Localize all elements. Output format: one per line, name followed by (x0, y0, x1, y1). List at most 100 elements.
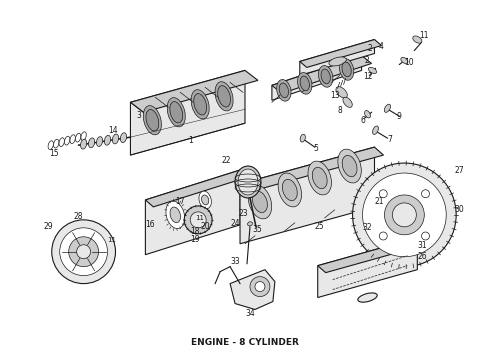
Circle shape (250, 276, 270, 297)
Ellipse shape (413, 36, 422, 43)
Text: 12: 12 (363, 72, 372, 81)
Text: 24: 24 (230, 219, 240, 228)
Circle shape (52, 220, 116, 284)
Ellipse shape (199, 191, 211, 209)
Ellipse shape (300, 134, 305, 142)
Text: 18: 18 (191, 227, 200, 236)
Ellipse shape (59, 138, 64, 147)
Ellipse shape (238, 169, 258, 195)
Text: 34: 34 (245, 309, 255, 318)
Ellipse shape (80, 139, 87, 149)
Ellipse shape (121, 133, 126, 143)
Ellipse shape (201, 195, 209, 205)
Text: 19: 19 (191, 235, 200, 244)
Ellipse shape (70, 135, 75, 144)
Text: 4: 4 (379, 42, 384, 51)
Text: 9: 9 (397, 112, 402, 121)
Ellipse shape (297, 73, 312, 94)
Ellipse shape (343, 97, 352, 107)
Ellipse shape (279, 83, 289, 98)
Circle shape (76, 245, 91, 259)
Polygon shape (300, 40, 382, 67)
Text: 26: 26 (417, 252, 427, 261)
Ellipse shape (170, 207, 180, 223)
Ellipse shape (235, 166, 261, 198)
Ellipse shape (329, 57, 346, 66)
Polygon shape (240, 147, 374, 244)
Circle shape (363, 173, 446, 257)
Ellipse shape (365, 111, 370, 118)
Ellipse shape (194, 94, 207, 115)
Circle shape (353, 163, 456, 267)
Ellipse shape (89, 138, 95, 148)
Polygon shape (230, 270, 275, 310)
Ellipse shape (282, 179, 297, 201)
Ellipse shape (252, 191, 268, 212)
Ellipse shape (191, 90, 209, 119)
Circle shape (190, 212, 206, 228)
Text: 1: 1 (188, 136, 193, 145)
Text: 3: 3 (136, 111, 141, 120)
Text: 2: 2 (364, 56, 369, 65)
Ellipse shape (248, 185, 271, 219)
Ellipse shape (368, 67, 377, 73)
Circle shape (184, 206, 212, 234)
Ellipse shape (75, 133, 81, 142)
Ellipse shape (384, 104, 391, 112)
Circle shape (379, 232, 387, 240)
Text: 13: 13 (330, 91, 340, 100)
Ellipse shape (277, 80, 291, 101)
Circle shape (385, 195, 424, 235)
Text: 10: 10 (405, 58, 414, 67)
Text: 27: 27 (454, 166, 464, 175)
Text: 25: 25 (315, 222, 324, 231)
Ellipse shape (336, 87, 347, 98)
Polygon shape (146, 170, 248, 207)
Circle shape (421, 190, 430, 198)
Ellipse shape (215, 82, 233, 111)
Text: 2: 2 (367, 44, 372, 53)
Ellipse shape (104, 135, 111, 145)
Circle shape (392, 203, 416, 227)
Ellipse shape (97, 137, 103, 147)
Text: 23: 23 (238, 210, 248, 219)
Ellipse shape (338, 149, 361, 183)
Ellipse shape (218, 86, 230, 107)
Ellipse shape (170, 102, 183, 123)
Ellipse shape (308, 161, 331, 195)
Text: 20: 20 (200, 222, 210, 231)
Text: 31: 31 (417, 241, 427, 250)
Text: 15: 15 (49, 149, 58, 158)
Polygon shape (318, 238, 417, 298)
Text: 17: 17 (175, 197, 185, 206)
Text: 7: 7 (387, 135, 392, 144)
Text: 11: 11 (196, 215, 205, 221)
Text: 16: 16 (146, 220, 155, 229)
Ellipse shape (65, 136, 70, 145)
Ellipse shape (247, 222, 252, 226)
Text: ENGINE - 8 CYLINDER: ENGINE - 8 CYLINDER (191, 338, 299, 347)
Ellipse shape (53, 139, 59, 148)
Ellipse shape (143, 105, 161, 135)
Text: 22: 22 (221, 156, 231, 165)
Polygon shape (146, 170, 240, 255)
Circle shape (69, 237, 98, 267)
Polygon shape (130, 71, 258, 112)
Polygon shape (300, 40, 374, 75)
Text: 8: 8 (337, 106, 342, 115)
Ellipse shape (166, 201, 185, 229)
Ellipse shape (372, 126, 378, 134)
Ellipse shape (358, 293, 377, 302)
Text: 30: 30 (454, 206, 464, 215)
Circle shape (379, 190, 387, 198)
Polygon shape (240, 147, 384, 192)
Ellipse shape (318, 66, 333, 87)
Text: 28: 28 (74, 212, 83, 221)
Ellipse shape (146, 109, 159, 131)
Text: 11: 11 (107, 237, 116, 243)
Ellipse shape (342, 156, 357, 177)
Circle shape (60, 228, 107, 276)
Text: 35: 35 (252, 225, 262, 234)
Ellipse shape (321, 69, 330, 84)
Text: 21: 21 (375, 197, 384, 206)
